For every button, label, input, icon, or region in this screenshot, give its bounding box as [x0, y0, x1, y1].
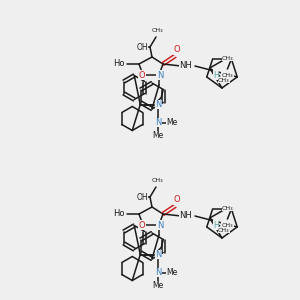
Text: O: O: [139, 70, 145, 80]
Text: OH: OH: [136, 43, 148, 52]
Text: OH: OH: [136, 193, 148, 202]
Text: O: O: [174, 46, 180, 55]
Text: N: N: [155, 268, 161, 277]
Text: Me: Me: [153, 281, 164, 290]
Text: N: N: [155, 250, 161, 259]
Text: CH₃: CH₃: [222, 56, 233, 61]
Text: CH₃: CH₃: [218, 77, 230, 83]
Text: CH₃: CH₃: [218, 227, 230, 232]
Text: Me: Me: [167, 268, 178, 277]
Text: CH₃: CH₃: [222, 206, 233, 211]
Text: N: N: [155, 100, 161, 109]
Text: Ho: Ho: [113, 209, 125, 218]
Text: H: H: [213, 220, 219, 230]
Text: O: O: [174, 196, 180, 205]
Text: N: N: [155, 118, 161, 127]
Text: CH₃: CH₃: [222, 73, 233, 78]
Text: NH: NH: [180, 212, 192, 220]
Text: Me: Me: [153, 131, 164, 140]
Text: CH₃: CH₃: [151, 178, 163, 184]
Text: N: N: [157, 70, 163, 80]
Text: NH: NH: [180, 61, 192, 70]
Text: O: O: [139, 220, 145, 230]
Text: Me: Me: [167, 118, 178, 127]
Text: CH₃: CH₃: [151, 28, 163, 34]
Text: Ho: Ho: [113, 59, 125, 68]
Text: H: H: [213, 70, 219, 80]
Text: CH₃: CH₃: [222, 223, 233, 228]
Text: N: N: [157, 220, 163, 230]
